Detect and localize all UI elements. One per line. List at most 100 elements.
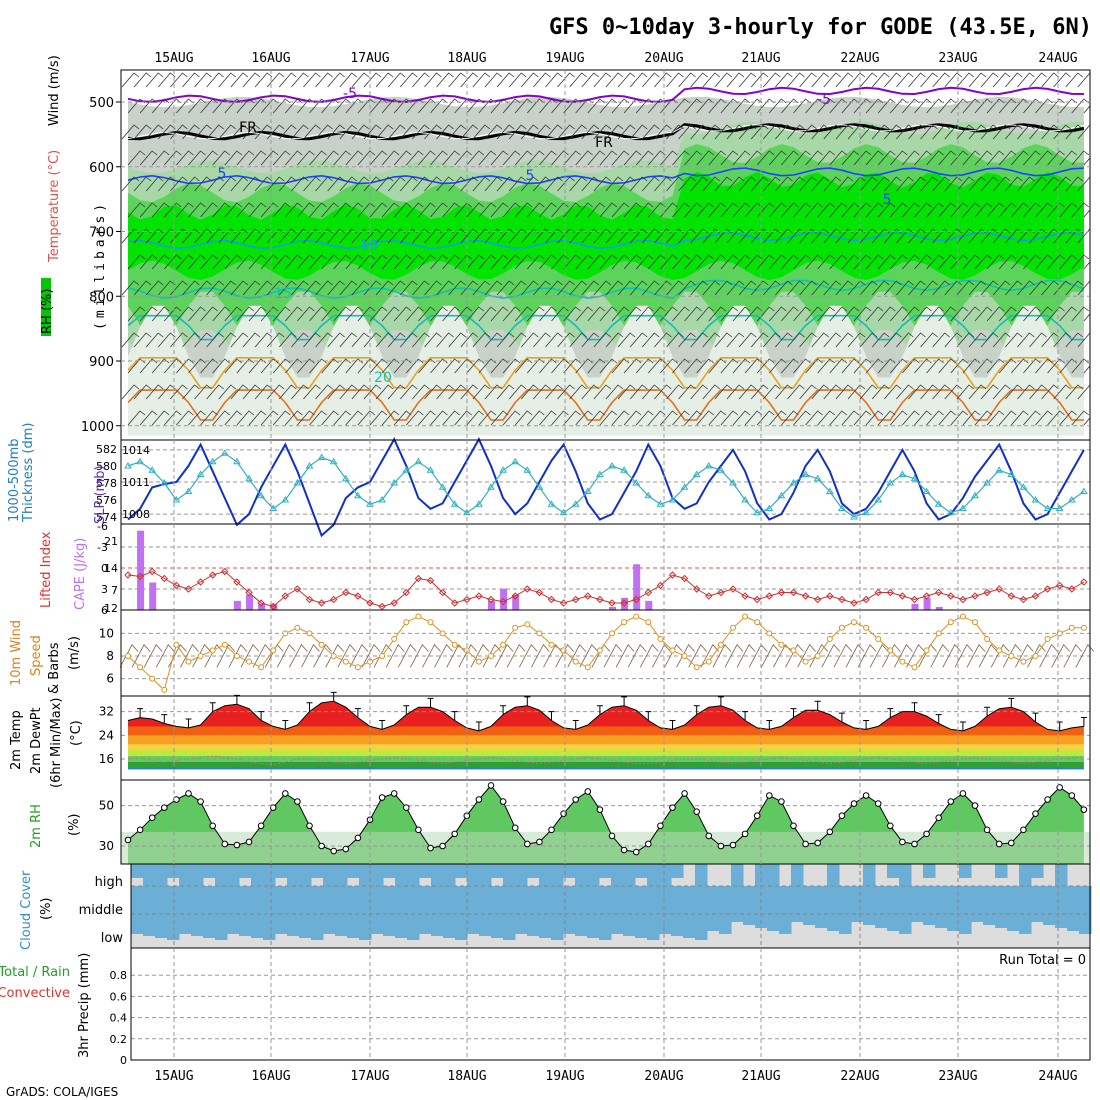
date-label-bottom: 17AUG (350, 1069, 389, 1084)
wind-barb (163, 358, 182, 374)
wind-barb (1053, 332, 1071, 348)
wind-barb (369, 410, 388, 426)
li-marker (499, 597, 507, 606)
surface-barb (712, 644, 732, 668)
wind-barb (563, 306, 581, 322)
wind-barb (877, 254, 896, 270)
wind-barb (696, 254, 714, 270)
wind-barb (793, 202, 811, 218)
cloud-high-cell (887, 864, 900, 878)
wind-barb (1017, 384, 1035, 400)
wind-barb (1029, 280, 1047, 296)
wind-barb (206, 384, 224, 400)
cloud-low-cell (623, 914, 636, 936)
wind-barb (460, 176, 479, 192)
cloud-high-cell (131, 864, 144, 878)
wind-barb (889, 150, 908, 166)
wind-marker (379, 653, 386, 659)
wind-barb (744, 306, 763, 322)
wind-barb (430, 254, 448, 270)
wind-barb (641, 124, 660, 140)
label-temperature: Temperature (°C) (47, 150, 62, 263)
surface-barb (373, 644, 393, 668)
li-marker (354, 592, 362, 600)
wind-barb (1035, 254, 1053, 270)
wind-barb (835, 72, 854, 88)
cloud-low-cell (671, 914, 684, 936)
rh-marker (390, 790, 398, 797)
rh-marker (221, 840, 229, 848)
cloud-low-cell (167, 914, 180, 940)
cloud-low-cell (527, 914, 540, 936)
wind-barb (787, 332, 805, 348)
surface-barb (664, 644, 683, 668)
wind-barb (399, 280, 418, 296)
thickness-marker (402, 466, 411, 473)
wind-barb (194, 384, 212, 400)
surface-barb (143, 644, 163, 668)
wind-barb (883, 280, 902, 296)
cloud-high-cell (1031, 864, 1044, 878)
cloud-mid-cell (1067, 886, 1080, 914)
thickness-marker (523, 466, 532, 473)
cloud-high-cell (359, 864, 372, 886)
wind-barb (877, 150, 896, 166)
rh-marker (209, 822, 216, 830)
wind-barb (920, 280, 938, 296)
cloud-mid-cell (815, 886, 828, 914)
wind-barb (1041, 124, 1059, 140)
wind-barb (200, 254, 218, 270)
wind-barb (526, 150, 545, 166)
wind-barb (139, 98, 158, 114)
temp-contour (127, 123, 1085, 141)
wind-barb (1004, 72, 1023, 88)
contour-label: 20 (374, 370, 392, 386)
wind-barb (974, 410, 993, 426)
thickness-marker (390, 479, 399, 486)
cloud-high-cell (335, 864, 348, 886)
wind-barb (853, 202, 872, 218)
surface-barb (821, 644, 841, 668)
wind-barb (514, 358, 533, 374)
wind-barb (732, 306, 751, 322)
li-marker (680, 574, 689, 583)
wind-barb (883, 332, 902, 348)
wind-barb (248, 410, 267, 426)
wind-barb (635, 306, 654, 322)
rh-marker (475, 796, 483, 803)
cloud-low-cell (443, 914, 456, 938)
wind-barb (799, 280, 817, 296)
thickness-marker (583, 487, 592, 494)
wind-barb (1059, 150, 1077, 166)
cloud-mid-cell (731, 886, 744, 914)
wind-barb (303, 124, 321, 140)
wind-barb (496, 384, 515, 400)
rh-marker (245, 838, 253, 846)
rh-marker (657, 822, 664, 830)
wind-barb (902, 306, 920, 322)
rh-marker (161, 804, 168, 811)
wind-barb (1059, 410, 1077, 426)
wind-barb (654, 280, 672, 296)
thickness-marker (475, 500, 483, 507)
li-marker (1055, 581, 1064, 590)
wind-barb (974, 306, 993, 322)
rh-marker (415, 826, 422, 834)
cloud-low-cell (935, 914, 948, 928)
wind-barb (363, 332, 382, 348)
wind-barb (272, 410, 291, 426)
wind-barb (351, 280, 370, 296)
wind-barb (956, 228, 975, 244)
wind-barb (944, 124, 963, 140)
cloud-mid-cell (479, 886, 492, 914)
wind-barb (466, 202, 485, 218)
wind-barb (242, 228, 261, 244)
wind-barb (206, 280, 224, 296)
cloud-low-cell (383, 914, 396, 936)
contour-label: FR (595, 135, 613, 151)
thickness-marker (741, 496, 749, 503)
wind-barb (926, 410, 944, 426)
wind-barb (750, 176, 769, 192)
